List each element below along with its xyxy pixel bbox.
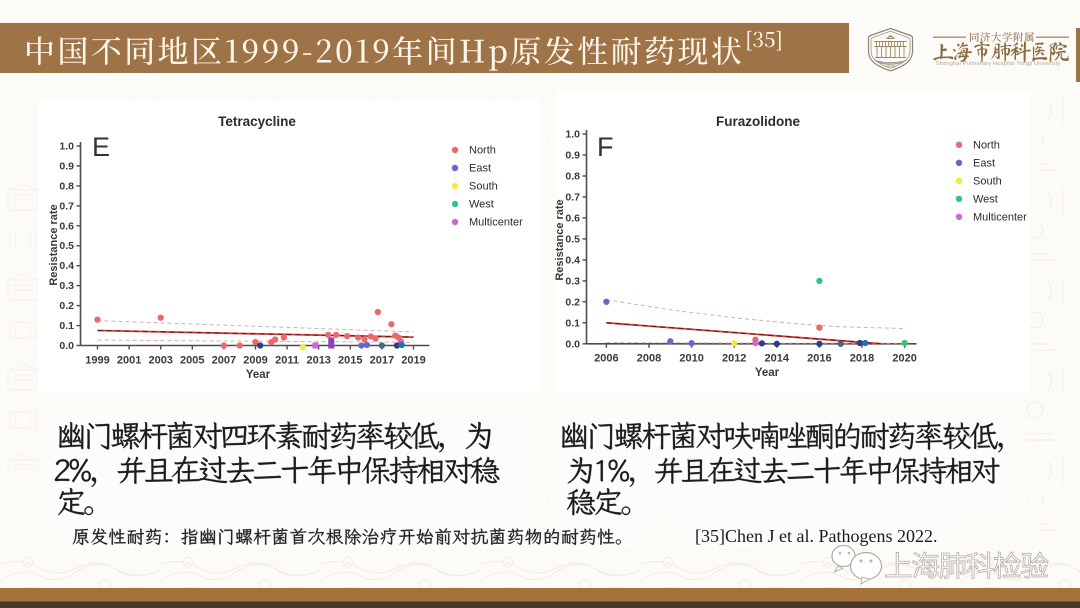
svg-text:2020: 2020: [892, 353, 916, 365]
svg-text:0.8: 0.8: [565, 171, 580, 183]
svg-text:2013: 2013: [306, 355, 330, 367]
svg-text:2001: 2001: [117, 355, 141, 367]
svg-text:Multicenter: Multicenter: [469, 217, 523, 229]
svg-text:Resistance rate: Resistance rate: [48, 204, 60, 285]
svg-text:0.2: 0.2: [59, 300, 74, 312]
svg-text:2014: 2014: [765, 353, 790, 365]
svg-text:2005: 2005: [180, 355, 204, 367]
svg-text:2015: 2015: [338, 355, 362, 367]
svg-text:1.0: 1.0: [565, 129, 580, 141]
svg-text:2008: 2008: [637, 353, 661, 365]
svg-text:2017: 2017: [370, 355, 394, 367]
svg-text:Tetracycline: Tetracycline: [218, 114, 296, 129]
svg-text:Year: Year: [755, 367, 780, 379]
svg-text:0.7: 0.7: [565, 191, 580, 203]
svg-text:Resistance rate: Resistance rate: [554, 199, 566, 280]
svg-text:E: E: [92, 132, 110, 162]
svg-text:0.5: 0.5: [59, 240, 74, 252]
svg-text:2018: 2018: [850, 353, 874, 365]
svg-text:2010: 2010: [679, 353, 703, 365]
svg-text:East: East: [973, 157, 995, 169]
svg-text:2012: 2012: [722, 353, 746, 365]
svg-text:0.8: 0.8: [59, 180, 74, 192]
svg-text:East: East: [469, 163, 491, 175]
svg-text:2003: 2003: [148, 355, 172, 367]
svg-text:2009: 2009: [243, 355, 267, 367]
svg-text:0.4: 0.4: [59, 260, 74, 272]
svg-text:North: North: [973, 139, 1000, 151]
svg-text:Shanghai Pulmonary Hospital To: Shanghai Pulmonary Hospital Tongji Unive…: [936, 61, 1061, 67]
svg-text:0.6: 0.6: [565, 212, 580, 224]
svg-text:0.0: 0.0: [59, 340, 74, 352]
svg-text:Furazolidone: Furazolidone: [716, 114, 800, 129]
svg-text:West: West: [973, 193, 998, 205]
svg-text:0.1: 0.1: [565, 317, 580, 329]
svg-text:North: North: [469, 145, 496, 157]
svg-text:South: South: [973, 175, 1002, 187]
svg-text:0.9: 0.9: [59, 160, 74, 172]
svg-text:0.4: 0.4: [565, 254, 580, 266]
svg-text:0.5: 0.5: [565, 233, 580, 245]
svg-text:0.3: 0.3: [565, 275, 580, 287]
svg-text:0.9: 0.9: [565, 150, 580, 162]
svg-text:Multicenter: Multicenter: [973, 211, 1027, 223]
svg-text:1999: 1999: [85, 355, 109, 367]
svg-text:2006: 2006: [594, 353, 618, 365]
svg-text:2011: 2011: [275, 355, 299, 367]
svg-text:2007: 2007: [212, 355, 236, 367]
svg-text:[35]Chen J et al. Pathogens 20: [35]Chen J et al. Pathogens 2022.: [695, 526, 937, 546]
svg-text:Year: Year: [246, 369, 271, 381]
svg-text:0.3: 0.3: [59, 280, 74, 292]
svg-text:West: West: [469, 199, 494, 211]
svg-text:0.6: 0.6: [59, 220, 74, 232]
svg-text:0.7: 0.7: [59, 200, 74, 212]
svg-text:2016: 2016: [807, 353, 831, 365]
svg-text:0.0: 0.0: [565, 338, 580, 350]
svg-text:0.2: 0.2: [565, 296, 580, 308]
svg-text:F: F: [597, 132, 614, 162]
svg-text:0.1: 0.1: [59, 320, 74, 332]
svg-text:2019: 2019: [401, 355, 425, 367]
svg-text:1.0: 1.0: [59, 141, 74, 153]
svg-text:South: South: [469, 181, 498, 193]
